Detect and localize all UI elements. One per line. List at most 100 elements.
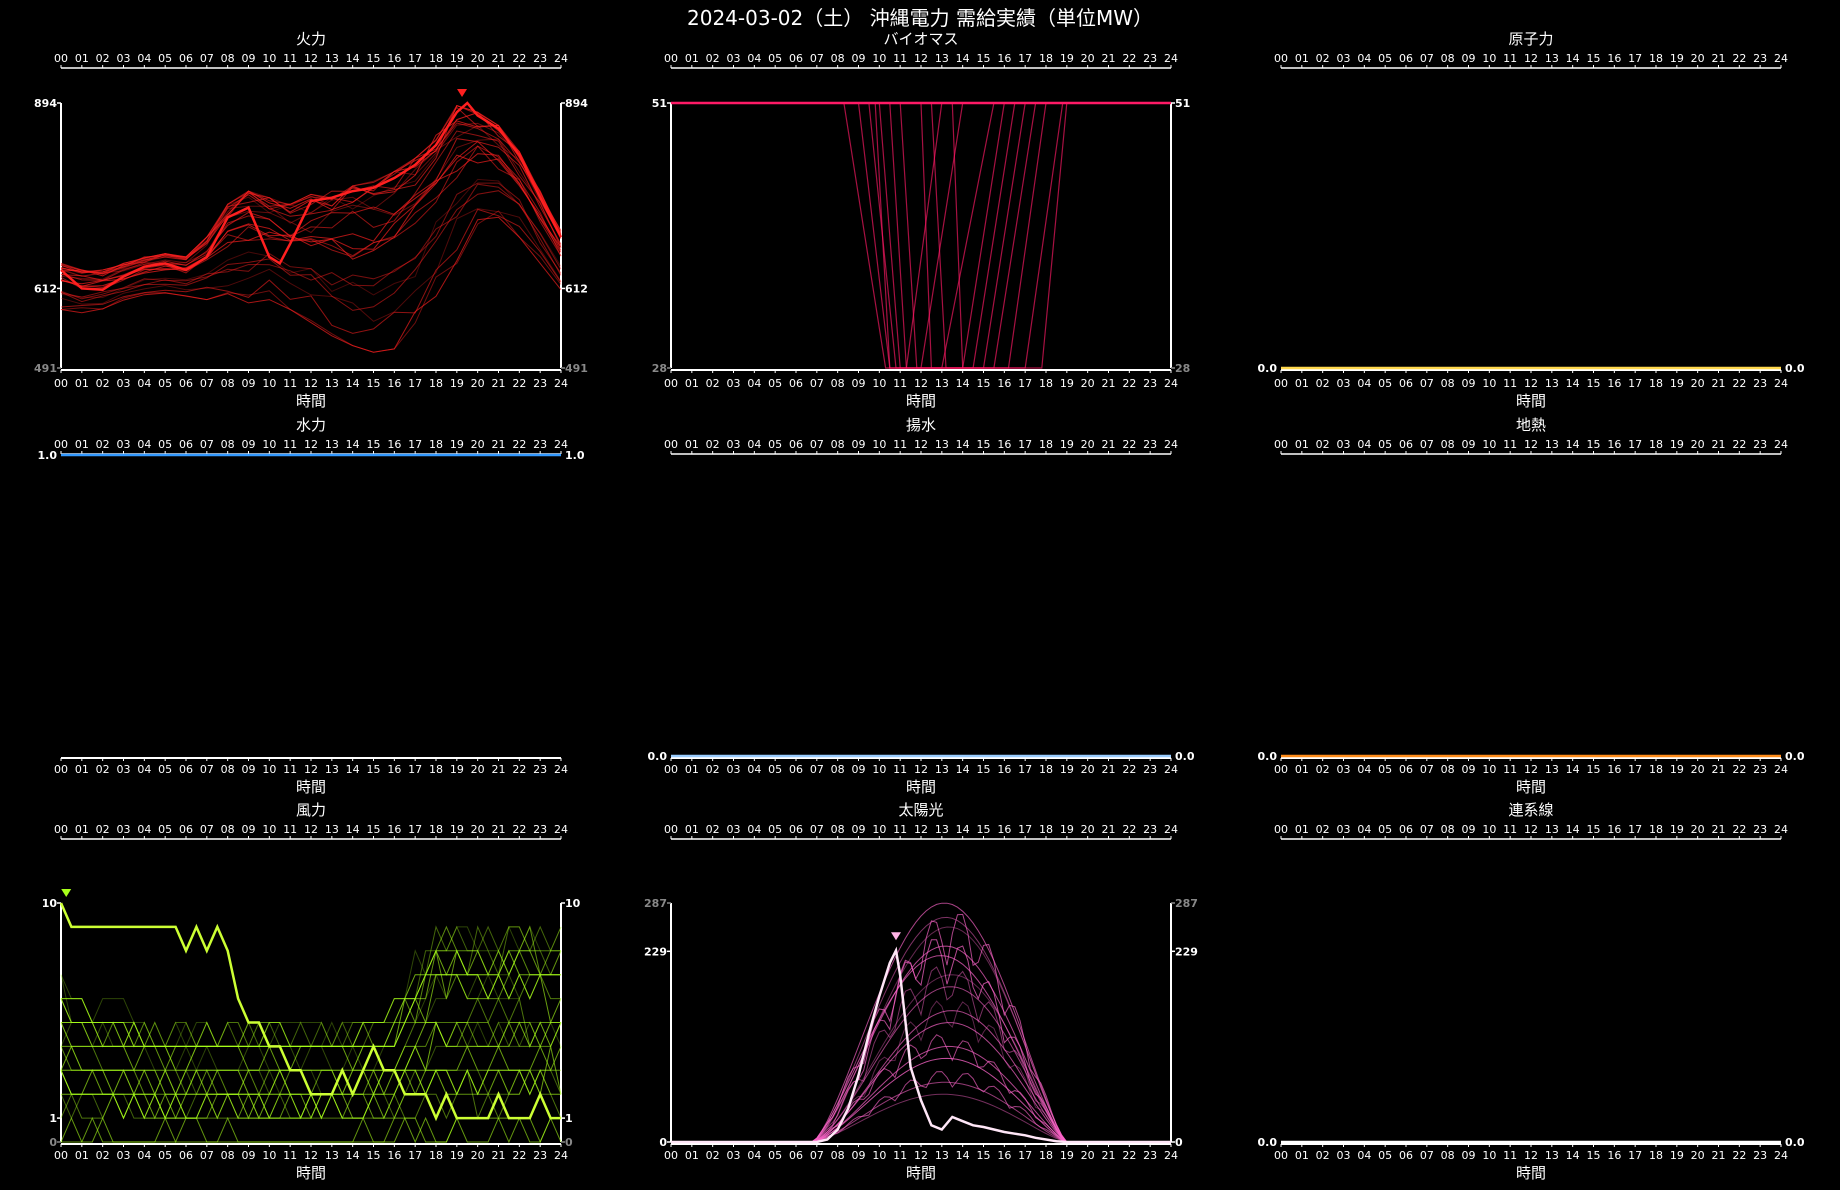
ensemble-line bbox=[671, 1010, 1171, 1143]
hour-tick-label: 03 bbox=[727, 52, 741, 65]
hour-tick-label: 20 bbox=[1081, 823, 1095, 836]
hour-tick-label: 02 bbox=[96, 52, 110, 65]
ensemble-line bbox=[61, 996, 561, 1096]
hour-tick-label: 02 bbox=[706, 52, 720, 65]
hour-tick-label: 06 bbox=[179, 438, 193, 451]
hour-tick-label: 20 bbox=[1081, 438, 1095, 451]
hour-tick-label: 10 bbox=[262, 823, 276, 836]
hour-tick-label: 10 bbox=[1482, 377, 1496, 390]
x-axis-label: 時間 bbox=[1516, 1164, 1546, 1182]
hour-tick-label: 19 bbox=[1060, 823, 1074, 836]
hour-tick-label: 01 bbox=[75, 763, 89, 776]
hour-tick-label: 07 bbox=[200, 438, 214, 451]
hour-tick-label: 10 bbox=[872, 377, 886, 390]
hour-tick-label: 01 bbox=[685, 823, 699, 836]
y-tick-label-left: 1 bbox=[49, 1112, 57, 1125]
hour-tick-label: 21 bbox=[1712, 763, 1726, 776]
hour-tick-label: 11 bbox=[283, 1149, 297, 1162]
hour-tick-label: 10 bbox=[262, 763, 276, 776]
hour-tick-label: 18 bbox=[429, 438, 443, 451]
top-hour-axis: 00 01 02 03 04 05 06 07 08 09 10 11 12 13 14 15 16 17 18 19… bbox=[1274, 438, 1788, 455]
peak-marker-icon bbox=[891, 932, 901, 941]
hour-tick-label: 21 bbox=[1712, 377, 1726, 390]
hour-tick-label: 05 bbox=[158, 763, 172, 776]
hour-tick-label: 24 bbox=[554, 823, 568, 836]
hour-tick-label: 18 bbox=[1649, 1149, 1663, 1162]
hour-tick-label: 18 bbox=[1649, 377, 1663, 390]
hour-tick-label: 06 bbox=[179, 52, 193, 65]
hour-tick-label: 06 bbox=[179, 763, 193, 776]
hour-tick-label: 13 bbox=[935, 438, 949, 451]
hour-tick-label: 17 bbox=[408, 438, 422, 451]
hour-tick-label: 03 bbox=[1337, 1149, 1351, 1162]
hour-tick-label: 18 bbox=[1039, 52, 1053, 65]
hour-tick-label: 17 bbox=[1628, 1149, 1642, 1162]
hour-tick-label: 24 bbox=[1774, 1149, 1788, 1162]
hour-tick-label: 19 bbox=[450, 1149, 464, 1162]
hour-tick-label: 14 bbox=[956, 763, 970, 776]
hour-tick-label: 22 bbox=[1732, 52, 1746, 65]
ensemble-line bbox=[671, 102, 1171, 369]
hour-tick-label: 10 bbox=[872, 52, 886, 65]
hour-tick-label: 01 bbox=[685, 1149, 699, 1162]
hour-tick-label: 01 bbox=[685, 438, 699, 451]
hour-tick-label: 04 bbox=[137, 52, 151, 65]
hour-tick-label: 19 bbox=[450, 52, 464, 65]
hour-tick-label: 07 bbox=[200, 377, 214, 390]
hour-tick-label: 08 bbox=[831, 763, 845, 776]
bottom-hour-axis: 00 01 02 03 04 05 06 07 08 09 10 11 12 13 14 15 16 17 18 19… bbox=[54, 369, 568, 390]
hour-tick-label: 18 bbox=[1039, 377, 1053, 390]
hour-tick-label: 11 bbox=[283, 763, 297, 776]
hour-tick-label: 19 bbox=[1670, 438, 1684, 451]
hour-tick-label: 04 bbox=[747, 1149, 761, 1162]
hour-tick-label: 08 bbox=[1441, 763, 1455, 776]
y-tick-label-left: 0.0 bbox=[1258, 750, 1278, 763]
hour-tick-label: 10 bbox=[1482, 438, 1496, 451]
hour-tick-label: 07 bbox=[200, 763, 214, 776]
y-tick-label-right: 51 bbox=[1175, 97, 1190, 110]
hour-tick-label: 16 bbox=[997, 377, 1011, 390]
ensemble-line bbox=[671, 1045, 1171, 1143]
hour-tick-label: 07 bbox=[1420, 377, 1434, 390]
hour-tick-label: 16 bbox=[1607, 1149, 1621, 1162]
hour-tick-label: 00 bbox=[1274, 823, 1288, 836]
hour-tick-label: 14 bbox=[956, 52, 970, 65]
hour-tick-label: 01 bbox=[1295, 1149, 1309, 1162]
hour-tick-label: 11 bbox=[893, 763, 907, 776]
hour-tick-label: 12 bbox=[914, 1149, 928, 1162]
hour-tick-label: 23 bbox=[533, 438, 547, 451]
hour-tick-label: 09 bbox=[242, 1149, 256, 1162]
ensemble-line bbox=[671, 102, 1171, 369]
hour-tick-label: 20 bbox=[471, 377, 485, 390]
hour-tick-label: 03 bbox=[1337, 763, 1351, 776]
hour-tick-label: 21 bbox=[1712, 1149, 1726, 1162]
hour-tick-label: 24 bbox=[554, 52, 568, 65]
hour-tick-label: 24 bbox=[1164, 1149, 1178, 1162]
ensemble-line bbox=[671, 916, 1171, 1143]
ensemble-line bbox=[60, 138, 562, 280]
hour-tick-label: 24 bbox=[1774, 52, 1788, 65]
x-axis-label: 時間 bbox=[906, 392, 936, 410]
hour-tick-label: 21 bbox=[492, 438, 506, 451]
hour-tick-label: 17 bbox=[408, 377, 422, 390]
hour-tick-label: 18 bbox=[1649, 438, 1663, 451]
x-axis-label: 時間 bbox=[906, 778, 936, 796]
hour-tick-label: 08 bbox=[1441, 823, 1455, 836]
panel-title: バイオマス bbox=[883, 30, 958, 48]
hour-tick-label: 02 bbox=[96, 438, 110, 451]
y-tick-label-right: 0.0 bbox=[1785, 1136, 1805, 1149]
hour-tick-label: 22 bbox=[512, 823, 526, 836]
x-axis-label: 時間 bbox=[296, 392, 326, 410]
hour-tick-label: 23 bbox=[533, 763, 547, 776]
ensemble-line bbox=[61, 1021, 561, 1096]
ensemble-line bbox=[60, 154, 562, 288]
hour-tick-label: 03 bbox=[727, 823, 741, 836]
hour-tick-label: 00 bbox=[664, 52, 678, 65]
hour-tick-label: 24 bbox=[1774, 763, 1788, 776]
hour-tick-label: 05 bbox=[158, 52, 172, 65]
hour-tick-label: 07 bbox=[1420, 52, 1434, 65]
hour-tick-label: 21 bbox=[492, 763, 506, 776]
hour-tick-label: 13 bbox=[325, 1149, 339, 1162]
hour-tick-label: 00 bbox=[54, 52, 68, 65]
ensemble-line bbox=[60, 182, 562, 300]
